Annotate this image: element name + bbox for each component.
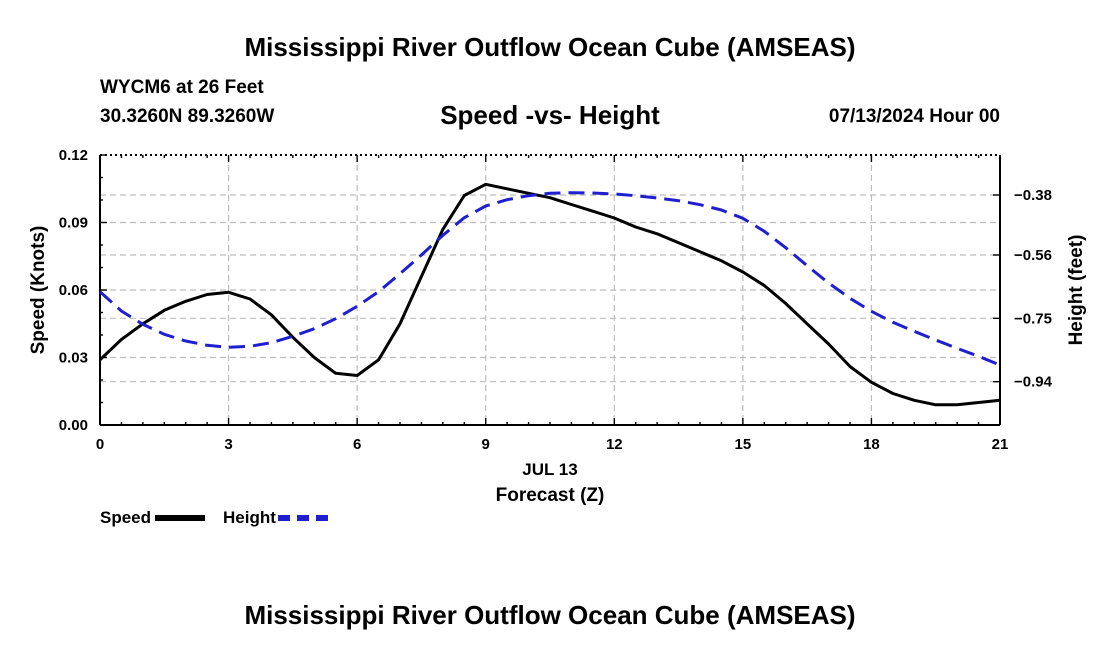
height-series-line	[98, 191, 1001, 367]
legend-height-label: Height	[223, 508, 276, 527]
x-tick-label: 15	[735, 436, 752, 453]
legend-speed-label: Speed	[100, 508, 152, 527]
y-tick-label: 0.09	[59, 215, 88, 232]
chart-subtitle: Speed -vs- Height	[440, 100, 660, 130]
y-tick-label: 0.12	[59, 147, 88, 164]
x-axis-label: Forecast (Z)	[496, 485, 605, 506]
x-tick-label: 18	[863, 436, 880, 453]
footer-title: Mississippi River Outflow Ocean Cube (AM…	[244, 600, 856, 630]
y-tick-label: 0.03	[59, 350, 88, 367]
y2-tick-label: −0.75	[1014, 310, 1052, 327]
x-date-label: JUL 13	[522, 460, 577, 479]
speed-series-line	[98, 182, 1001, 407]
x-tick-label: 0	[96, 436, 104, 453]
y2-tick-label: −0.56	[1014, 247, 1052, 264]
y2-tick-label: −0.94	[1014, 374, 1053, 391]
y-tick-label: 0.06	[59, 282, 88, 299]
x-tick-label: 21	[992, 436, 1009, 453]
x-tick-label: 12	[606, 436, 623, 453]
station-label: WYCM6 at 26 Feet	[100, 77, 264, 98]
y2-tick-label: −0.38	[1014, 187, 1052, 204]
legend-height-swatch	[277, 515, 328, 521]
x-tick-label: 9	[482, 436, 490, 453]
labels-layer: 0 3 6 9 12 15 18 21 0.00 0.03 0.06 0.09 0.12 −0.94 −0.…	[28, 147, 1087, 506]
y-axis-label: Speed (Knots)	[28, 226, 49, 355]
axes-layer	[99, 154, 1001, 426]
x-tick-label: 3	[224, 436, 232, 453]
y-tick-label: 0.00	[59, 417, 88, 434]
coordinates-label: 30.3260N 89.3260W	[100, 106, 275, 127]
series-layer	[98, 182, 1001, 407]
y2-axis-label: Height (feet)	[1066, 235, 1087, 346]
legend-speed-swatch	[155, 515, 206, 521]
forecast-datetime: 07/13/2024 Hour 00	[828, 106, 1000, 127]
x-tick-label: 6	[353, 436, 361, 453]
legend: Speed Height	[100, 508, 328, 528]
page-title: Mississippi River Outflow Ocean Cube (AM…	[244, 32, 856, 62]
grid-layer	[100, 155, 1000, 425]
speed-height-chart: 0 3 6 9 12 15 18 21 0.00 0.03 0.06 0.09 0.12 −0.94 −0.…	[28, 147, 1087, 506]
